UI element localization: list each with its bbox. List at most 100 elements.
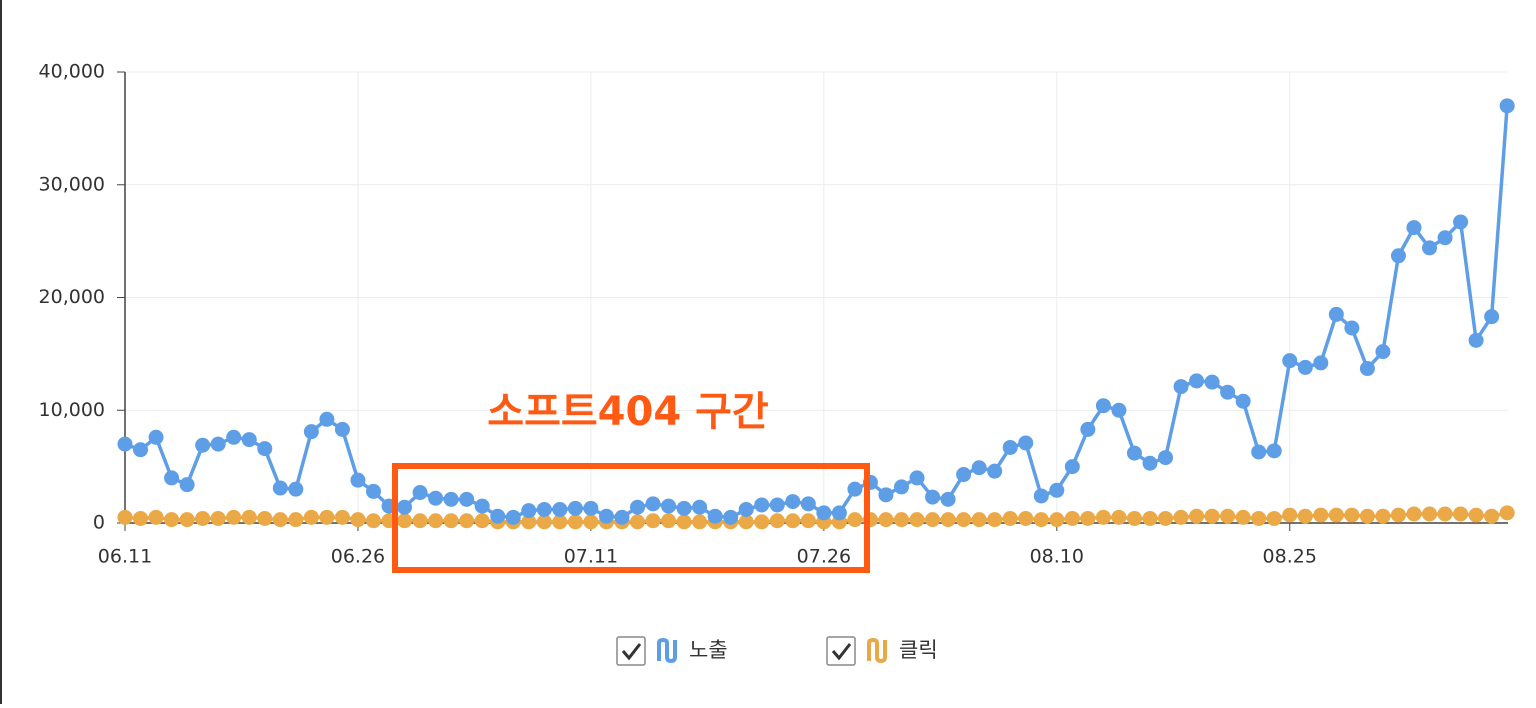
data-point bbox=[1189, 373, 1205, 389]
data-point bbox=[971, 460, 987, 476]
data-point bbox=[257, 441, 273, 457]
data-point bbox=[210, 510, 226, 526]
data-point bbox=[459, 513, 475, 529]
data-point bbox=[816, 505, 832, 521]
data-point bbox=[567, 514, 583, 530]
data-point bbox=[800, 513, 816, 529]
series-line bbox=[124, 105, 1509, 520]
data-point bbox=[894, 479, 909, 495]
data-point bbox=[179, 477, 195, 493]
data-point bbox=[971, 512, 987, 528]
data-point bbox=[769, 513, 785, 529]
data-point bbox=[1313, 507, 1329, 523]
data-point bbox=[894, 512, 909, 528]
data-point bbox=[1266, 443, 1282, 459]
data-point bbox=[443, 491, 459, 507]
data-point bbox=[397, 499, 413, 515]
data-point bbox=[412, 513, 428, 529]
data-point bbox=[1251, 510, 1267, 526]
data-point bbox=[1220, 384, 1236, 400]
y-tick-label: 40,000 bbox=[39, 61, 105, 83]
data-point bbox=[1220, 508, 1236, 524]
data-point bbox=[1018, 510, 1034, 526]
data-point bbox=[319, 411, 335, 427]
data-point bbox=[1328, 507, 1344, 523]
data-point bbox=[210, 436, 226, 452]
legend-checkbox[interactable] bbox=[826, 636, 856, 666]
legend-label[interactable]: 노출 bbox=[689, 638, 728, 662]
data-point bbox=[769, 497, 785, 513]
data-point bbox=[117, 509, 133, 525]
data-point bbox=[148, 429, 164, 445]
data-point bbox=[692, 514, 708, 530]
data-point bbox=[785, 494, 801, 510]
data-point bbox=[474, 498, 490, 514]
data-point bbox=[164, 470, 180, 486]
data-point bbox=[443, 513, 459, 529]
checkmark bbox=[831, 643, 852, 661]
data-point bbox=[1111, 402, 1127, 418]
x-tick-label: 07.26 bbox=[797, 546, 851, 568]
data-point bbox=[1313, 355, 1329, 371]
data-point bbox=[365, 513, 381, 529]
legend-checkbox[interactable] bbox=[616, 636, 646, 666]
data-point bbox=[1499, 98, 1515, 114]
data-point bbox=[1282, 353, 1298, 369]
data-point bbox=[583, 500, 599, 516]
data-point bbox=[1390, 507, 1406, 523]
data-point bbox=[1266, 510, 1282, 526]
data-point bbox=[738, 501, 754, 517]
data-point bbox=[474, 513, 490, 529]
data-point bbox=[629, 499, 645, 515]
data-point bbox=[319, 509, 335, 525]
data-point bbox=[1158, 510, 1174, 526]
data-point bbox=[1080, 510, 1096, 526]
data-point bbox=[676, 514, 692, 530]
data-point bbox=[521, 503, 537, 519]
data-point bbox=[164, 512, 180, 528]
data-point bbox=[552, 501, 568, 517]
data-point bbox=[629, 514, 645, 530]
y-tick-label: 30,000 bbox=[39, 173, 105, 195]
data-point bbox=[1422, 506, 1438, 522]
data-point bbox=[1018, 435, 1034, 451]
data-point bbox=[1002, 439, 1018, 455]
data-point bbox=[1390, 248, 1406, 264]
data-point bbox=[1359, 508, 1375, 524]
data-point bbox=[987, 463, 1003, 479]
legend-icon bbox=[657, 637, 677, 664]
data-point bbox=[148, 509, 164, 525]
data-point bbox=[117, 436, 133, 452]
data-point bbox=[303, 424, 319, 440]
data-point bbox=[1189, 508, 1205, 524]
data-point bbox=[1375, 344, 1391, 360]
data-point bbox=[925, 512, 941, 528]
data-point bbox=[226, 429, 242, 445]
data-point bbox=[567, 500, 583, 516]
data-point bbox=[1235, 393, 1251, 409]
data-point bbox=[1173, 509, 1189, 525]
data-point bbox=[1437, 506, 1453, 522]
legend-label[interactable]: 클릭 bbox=[899, 638, 938, 662]
x-tick-label: 06.26 bbox=[331, 546, 385, 568]
data-point bbox=[428, 490, 444, 506]
data-point bbox=[1344, 507, 1360, 523]
data-point bbox=[661, 513, 677, 529]
data-point bbox=[365, 483, 381, 499]
data-point bbox=[272, 512, 288, 528]
data-point bbox=[303, 509, 319, 525]
data-point bbox=[645, 496, 661, 512]
x-tick-label: 08.25 bbox=[1263, 546, 1317, 568]
data-point bbox=[1297, 359, 1313, 375]
data-point bbox=[878, 487, 894, 503]
data-point bbox=[1359, 361, 1375, 377]
data-point bbox=[397, 513, 413, 529]
data-point bbox=[878, 512, 894, 528]
data-point bbox=[1158, 450, 1174, 466]
data-point bbox=[226, 509, 242, 525]
data-point bbox=[1142, 455, 1158, 471]
data-point bbox=[1126, 445, 1142, 461]
data-point bbox=[925, 489, 941, 505]
data-point bbox=[1235, 509, 1251, 525]
